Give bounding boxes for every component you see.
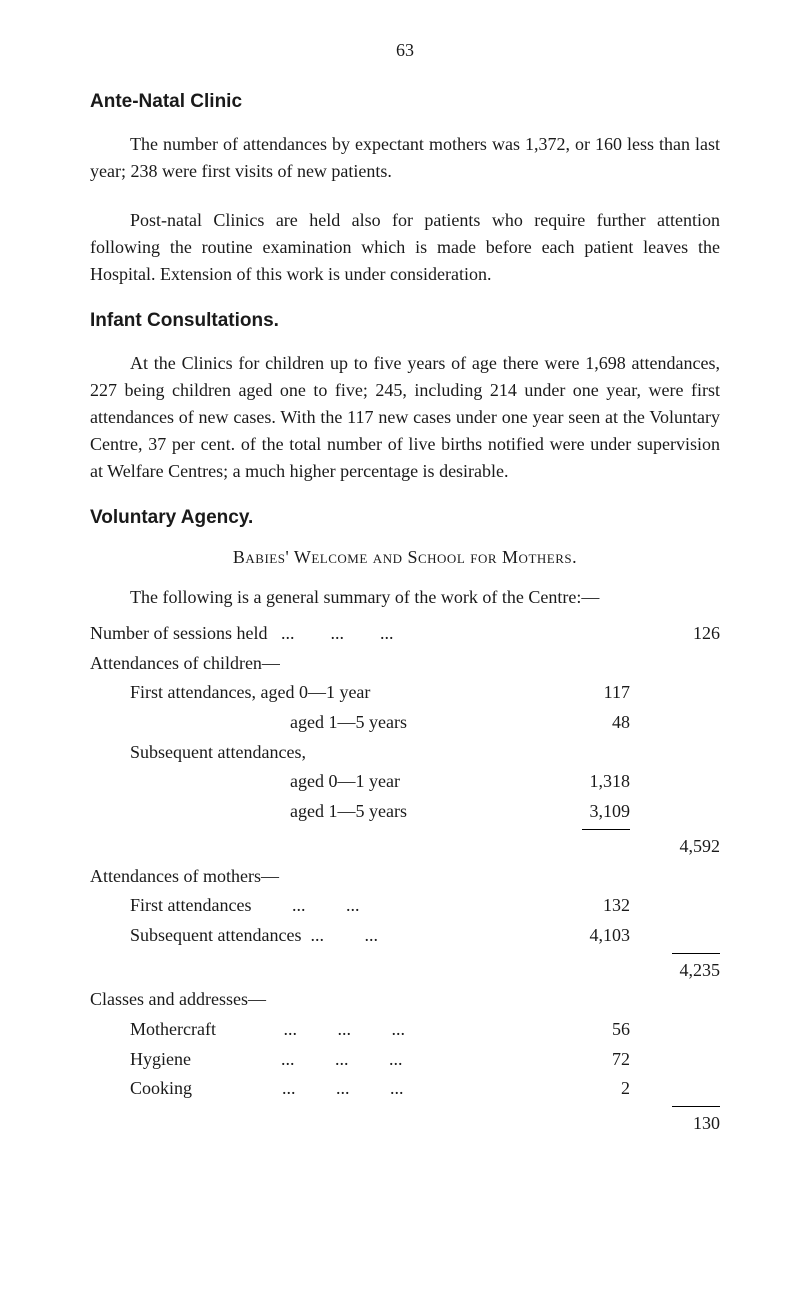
rule-line	[672, 1106, 720, 1107]
children-first-1-5-value: 48	[540, 708, 630, 738]
children-sub-0-1-row: aged 0—1 year 1,318	[90, 767, 720, 797]
hygiene-row: Hygiene ... ... ... 72	[90, 1045, 720, 1075]
children-first-0-1-label: First attendances, aged 0—1 year	[90, 678, 540, 708]
hygiene-label: Hygiene	[130, 1049, 191, 1069]
mothercraft-value: 56	[540, 1015, 630, 1045]
mothers-group-label: Attendances of mothers—	[90, 862, 720, 892]
classes-total-row: 130	[90, 1109, 720, 1139]
classes-group-label: Classes and addresses—	[90, 985, 720, 1015]
infant-para: At the Clinics for children up to five y…	[90, 350, 720, 485]
children-sub-1-5-row: aged 1—5 years 3,109	[90, 797, 720, 827]
mothers-first-row: First attendances ... ... 132	[90, 891, 720, 921]
infant-heading: Infant Consultations.	[90, 310, 720, 332]
antenatal-heading: Ante-Natal Clinic	[90, 91, 720, 113]
antenatal-para-2: Post-natal Clinics are held also for pat…	[90, 207, 720, 288]
children-total-row: 4,592	[90, 832, 720, 862]
children-first-0-1-row: First attendances, aged 0—1 year 117	[90, 678, 720, 708]
mothers-subsequent-label: Subsequent attendances	[130, 925, 301, 945]
mothers-total: 4,235	[630, 956, 720, 986]
children-first-1-5-label: aged 1—5 years	[90, 708, 540, 738]
children-sub-label-row: Subsequent attendances,	[90, 738, 720, 768]
mothers-subsequent-row: Subsequent attendances ... ... 4,103	[90, 921, 720, 951]
mothers-first-value: 132	[540, 891, 630, 921]
mothercraft-label: Mothercraft	[130, 1019, 216, 1039]
children-sub-1-5-value: 3,109	[540, 797, 630, 827]
classes-total: 130	[630, 1109, 720, 1139]
children-sub-0-1-label: aged 0—1 year	[90, 767, 540, 797]
children-first-0-1-value: 117	[540, 678, 630, 708]
cooking-value: 2	[540, 1074, 630, 1104]
sessions-value: 126	[630, 619, 720, 649]
mothercraft-row: Mothercraft ... ... ... 56	[90, 1015, 720, 1045]
voluntary-intro: The following is a general summary of th…	[90, 584, 720, 611]
children-sub-1-5-label: aged 1—5 years	[90, 797, 540, 827]
sessions-label: Number of sessions held	[90, 623, 267, 643]
rule-line	[672, 953, 720, 954]
mothers-subsequent-value: 4,103	[540, 921, 630, 951]
sessions-row: Number of sessions held ... ... ... 126	[90, 619, 720, 649]
rule-line	[582, 829, 630, 830]
children-total: 4,592	[630, 832, 720, 862]
children-sub-label: Subsequent attendances,	[90, 738, 540, 768]
children-group-label: Attendances of children—	[90, 649, 720, 679]
cooking-label: Cooking	[130, 1078, 192, 1098]
cooking-row: Cooking ... ... ... 2	[90, 1074, 720, 1104]
voluntary-subheading: Babies' Welcome and School for Mothers.	[90, 547, 720, 568]
children-sub-0-1-value: 1,318	[540, 767, 630, 797]
mothers-first-label: First attendances	[130, 895, 251, 915]
voluntary-heading: Voluntary Agency.	[90, 507, 720, 529]
hygiene-value: 72	[540, 1045, 630, 1075]
page-number: 63	[90, 40, 720, 61]
antenatal-para-1: The number of attendances by expectant m…	[90, 131, 720, 185]
mothers-total-row: 4,235	[90, 956, 720, 986]
children-first-1-5-row: aged 1—5 years 48	[90, 708, 720, 738]
